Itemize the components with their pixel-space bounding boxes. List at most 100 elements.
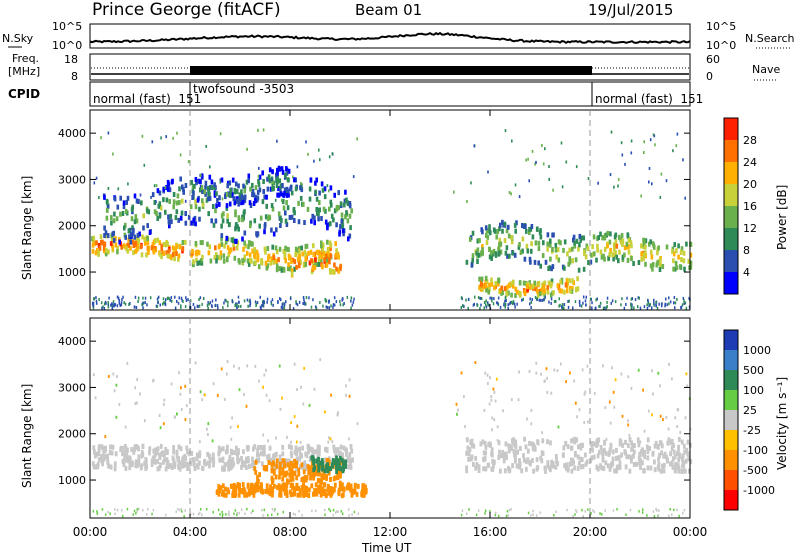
noise-panel: N.Sky 10^5 10^0 N.Search 10^5 10^0	[2, 20, 795, 52]
velocity-cell	[101, 461, 104, 467]
power-cell	[509, 281, 513, 287]
velocity-cell	[263, 466, 267, 472]
power-cell	[303, 220, 306, 225]
power-cell	[132, 250, 135, 256]
power-cell	[653, 298, 655, 302]
power-cell	[124, 222, 127, 228]
power-cell	[661, 302, 663, 306]
velocity-cell	[267, 460, 271, 465]
power-cell	[572, 306, 574, 310]
velocity-cell	[474, 465, 478, 471]
velocity-cell	[683, 449, 687, 455]
power-cell	[257, 181, 261, 187]
power-cell	[625, 303, 627, 306]
power-cell	[277, 211, 281, 217]
velocity-cell	[336, 472, 340, 478]
power-cell	[256, 252, 260, 258]
power-cell	[310, 218, 313, 224]
power-cell	[515, 220, 518, 226]
power-cell	[485, 287, 488, 293]
power-cell	[142, 296, 144, 300]
velocity-colorbar-cell	[724, 410, 738, 430]
power-cell	[569, 285, 572, 291]
power-cell	[672, 251, 676, 257]
power-cell	[91, 242, 95, 248]
power-cell	[141, 303, 143, 307]
power-cell	[234, 209, 237, 215]
velocity-cell	[281, 482, 285, 488]
power-cell	[240, 193, 244, 199]
power-cell	[689, 260, 693, 266]
velocity-cell	[512, 437, 516, 443]
velocity-cell	[298, 446, 302, 452]
velocity-cell	[247, 458, 250, 464]
velocity-cell	[290, 421, 292, 425]
velocity-cell	[491, 458, 495, 464]
velocity-cell	[201, 513, 203, 517]
power-cell	[643, 140, 645, 144]
velocity-cell	[671, 513, 673, 516]
velocity-cell	[278, 454, 282, 460]
power-cell	[193, 183, 196, 189]
power-cell	[124, 234, 127, 240]
power-cell	[504, 129, 507, 133]
power-cell	[180, 198, 184, 204]
velocity-cell	[295, 460, 298, 466]
velocity-colorbar-tick-label: -500	[743, 464, 768, 477]
power-cell	[578, 301, 581, 305]
power-cell	[122, 200, 126, 206]
power-colorbar-cell	[724, 206, 738, 228]
velocity-cell	[225, 513, 227, 516]
velocity-cell	[469, 439, 473, 445]
date-title: 19/Jul/2015	[588, 1, 673, 19]
velocity-cell	[682, 443, 686, 449]
velocity-cell	[490, 447, 494, 453]
velocity-cell	[677, 468, 681, 474]
power-cell	[140, 200, 143, 206]
velocity-cell	[307, 449, 310, 455]
velocity-cell	[232, 461, 235, 467]
velocity-cell	[584, 461, 588, 467]
power-cell	[165, 197, 169, 203]
power-cell	[589, 259, 593, 265]
velocity-cell	[502, 409, 504, 413]
velocity-cell	[605, 437, 608, 441]
power-cell	[200, 185, 204, 190]
power-colorbar-label: Power [dB]	[775, 185, 789, 250]
power-cell	[494, 280, 498, 286]
velocity-cell	[669, 440, 673, 446]
power-cell	[137, 238, 141, 244]
power-cell	[171, 299, 173, 303]
velocity-cell	[638, 460, 642, 466]
power-cell	[485, 279, 489, 285]
power-cell	[626, 257, 630, 263]
velocity-cell	[246, 364, 249, 368]
velocity-cell	[328, 436, 330, 440]
power-cell	[513, 222, 517, 228]
velocity-cell	[231, 457, 235, 463]
velocity-cell	[317, 451, 321, 457]
power-cell	[341, 228, 345, 234]
power-cell	[105, 233, 109, 239]
velocity-cell	[624, 450, 627, 456]
velocity-cell	[613, 468, 616, 474]
velocity-cell	[337, 491, 341, 497]
power-cell	[542, 240, 545, 246]
power-cell	[162, 186, 165, 192]
velocity-cell	[228, 510, 230, 514]
power-cell	[222, 306, 224, 310]
power-cell	[199, 187, 202, 193]
velocity-cell	[566, 444, 570, 450]
power-cell	[275, 263, 279, 269]
velocity-cell	[528, 440, 531, 446]
velocity-cell	[121, 508, 123, 512]
velocity-cell	[570, 438, 573, 444]
power-cell	[637, 260, 641, 265]
power-cell	[130, 207, 134, 212]
power-cell	[596, 297, 598, 301]
velocity-cell	[611, 366, 613, 370]
velocity-cell	[137, 454, 141, 460]
power-cell	[658, 302, 660, 306]
power-cell	[609, 231, 612, 237]
velocity-cell	[229, 459, 233, 465]
